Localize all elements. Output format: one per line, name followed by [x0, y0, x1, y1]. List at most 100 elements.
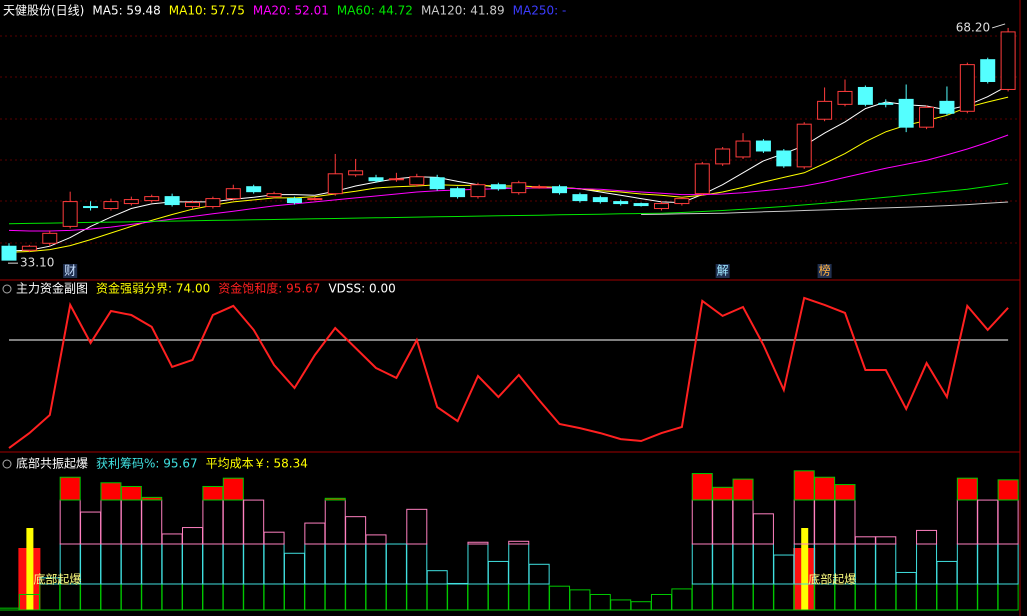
legend-text: MA120: 41.89 — [421, 4, 505, 18]
event-marker: 财 — [64, 264, 76, 278]
ma-line — [8, 182, 1009, 225]
candle-body — [1000, 31, 1016, 90]
marker-bg — [715, 264, 730, 278]
candle-body — [21, 245, 37, 251]
candle-body — [83, 206, 99, 209]
candle-body — [246, 186, 262, 193]
candle-body — [572, 194, 588, 202]
profit-bar — [508, 540, 530, 545]
candle-body — [103, 201, 119, 210]
candle-body — [735, 140, 751, 158]
price-annotation: 33.10 — [20, 256, 54, 270]
profit-bar — [528, 563, 550, 585]
profit-bar — [997, 479, 1019, 501]
candle-body — [878, 102, 894, 105]
signal-bar — [801, 528, 809, 610]
profit-bar — [406, 508, 428, 545]
candle-body — [633, 203, 649, 207]
line-series — [8, 296, 1009, 449]
profit-bar — [875, 536, 897, 545]
profit-bar — [793, 470, 815, 501]
profit-bar — [956, 477, 978, 501]
profit-bar — [59, 476, 81, 501]
ma-line — [8, 134, 1009, 232]
profit-bar — [141, 496, 163, 501]
candle-body — [552, 186, 568, 194]
signal-bar — [26, 528, 34, 610]
candle-body — [286, 198, 302, 204]
candle-body — [62, 201, 78, 227]
ma-line — [8, 96, 1009, 253]
candle-body — [980, 59, 996, 83]
legend-text: 主力资金副图 — [16, 281, 88, 296]
candle-body — [490, 184, 506, 190]
candle-body — [388, 178, 404, 181]
profit-bar — [447, 582, 469, 585]
candle-body — [959, 64, 975, 112]
candle-body — [368, 177, 384, 182]
candle-body — [409, 176, 425, 186]
candle-body — [307, 198, 323, 201]
profit-bar — [202, 485, 224, 501]
candle-body — [755, 140, 771, 152]
candle-body — [837, 90, 853, 105]
marker-bg — [63, 264, 78, 278]
candle-body — [939, 100, 955, 114]
legend-text: MA20: 52.01 — [253, 4, 329, 18]
candle-body — [123, 199, 139, 205]
signal-label: 底部起爆 — [33, 572, 81, 587]
panel-icon — [2, 459, 12, 469]
legend-text: 平均成本￥: 58.34 — [206, 457, 308, 471]
profit-bar — [712, 486, 734, 501]
legend-text: VDSS: 0.00 — [328, 282, 395, 296]
profit-bar — [345, 516, 367, 545]
candle-body — [715, 148, 731, 165]
event-marker: 榜 — [819, 263, 831, 278]
legend-text: MA250: - — [513, 4, 567, 18]
legend-text: MA60: 44.72 — [337, 4, 413, 18]
profit-bar — [365, 534, 387, 545]
legend-text: 获利筹码%: 95.67 — [96, 457, 198, 471]
ma-line — [641, 201, 1009, 215]
profit-bar — [691, 473, 713, 501]
candle-body — [266, 193, 282, 198]
legend-text: 底部共振起爆 — [16, 456, 88, 471]
profit-bar — [263, 531, 285, 545]
candle-body — [164, 196, 180, 206]
candle-body — [205, 198, 221, 208]
event-marker: 解 — [717, 264, 729, 278]
candle-body — [694, 163, 710, 195]
profit-bar — [916, 529, 938, 545]
candle-body — [898, 98, 914, 128]
candle-body — [348, 170, 364, 176]
profit-bar — [426, 570, 448, 585]
candle-body — [511, 182, 527, 194]
panel-icon — [2, 284, 12, 294]
legend-text: 资金饱和度: 95.67 — [218, 281, 320, 296]
legend-text: MA10: 57.75 — [169, 4, 245, 18]
profit-bar — [222, 477, 244, 501]
candle-body — [796, 123, 812, 168]
legend-text: MA5: 59.48 — [92, 4, 160, 18]
profit-bar — [120, 485, 142, 501]
profit-bar — [814, 476, 836, 501]
profit-bar — [324, 497, 346, 501]
candle-body — [225, 188, 241, 200]
candle-body — [613, 201, 629, 205]
profit-bar — [100, 482, 122, 501]
candle-body — [919, 106, 935, 128]
candle-body — [592, 197, 608, 203]
legend-text: 资金强弱分界: 74.00 — [96, 281, 210, 296]
profit-bar — [834, 484, 856, 501]
candle-body — [776, 150, 792, 167]
candle-body — [144, 196, 160, 202]
profit-bar — [467, 541, 489, 545]
candle-body — [327, 173, 343, 195]
candle-body — [450, 188, 466, 198]
profit-bar — [732, 478, 754, 501]
candle-body — [531, 186, 547, 189]
candle-body — [470, 184, 486, 198]
profit-bar — [752, 513, 774, 545]
